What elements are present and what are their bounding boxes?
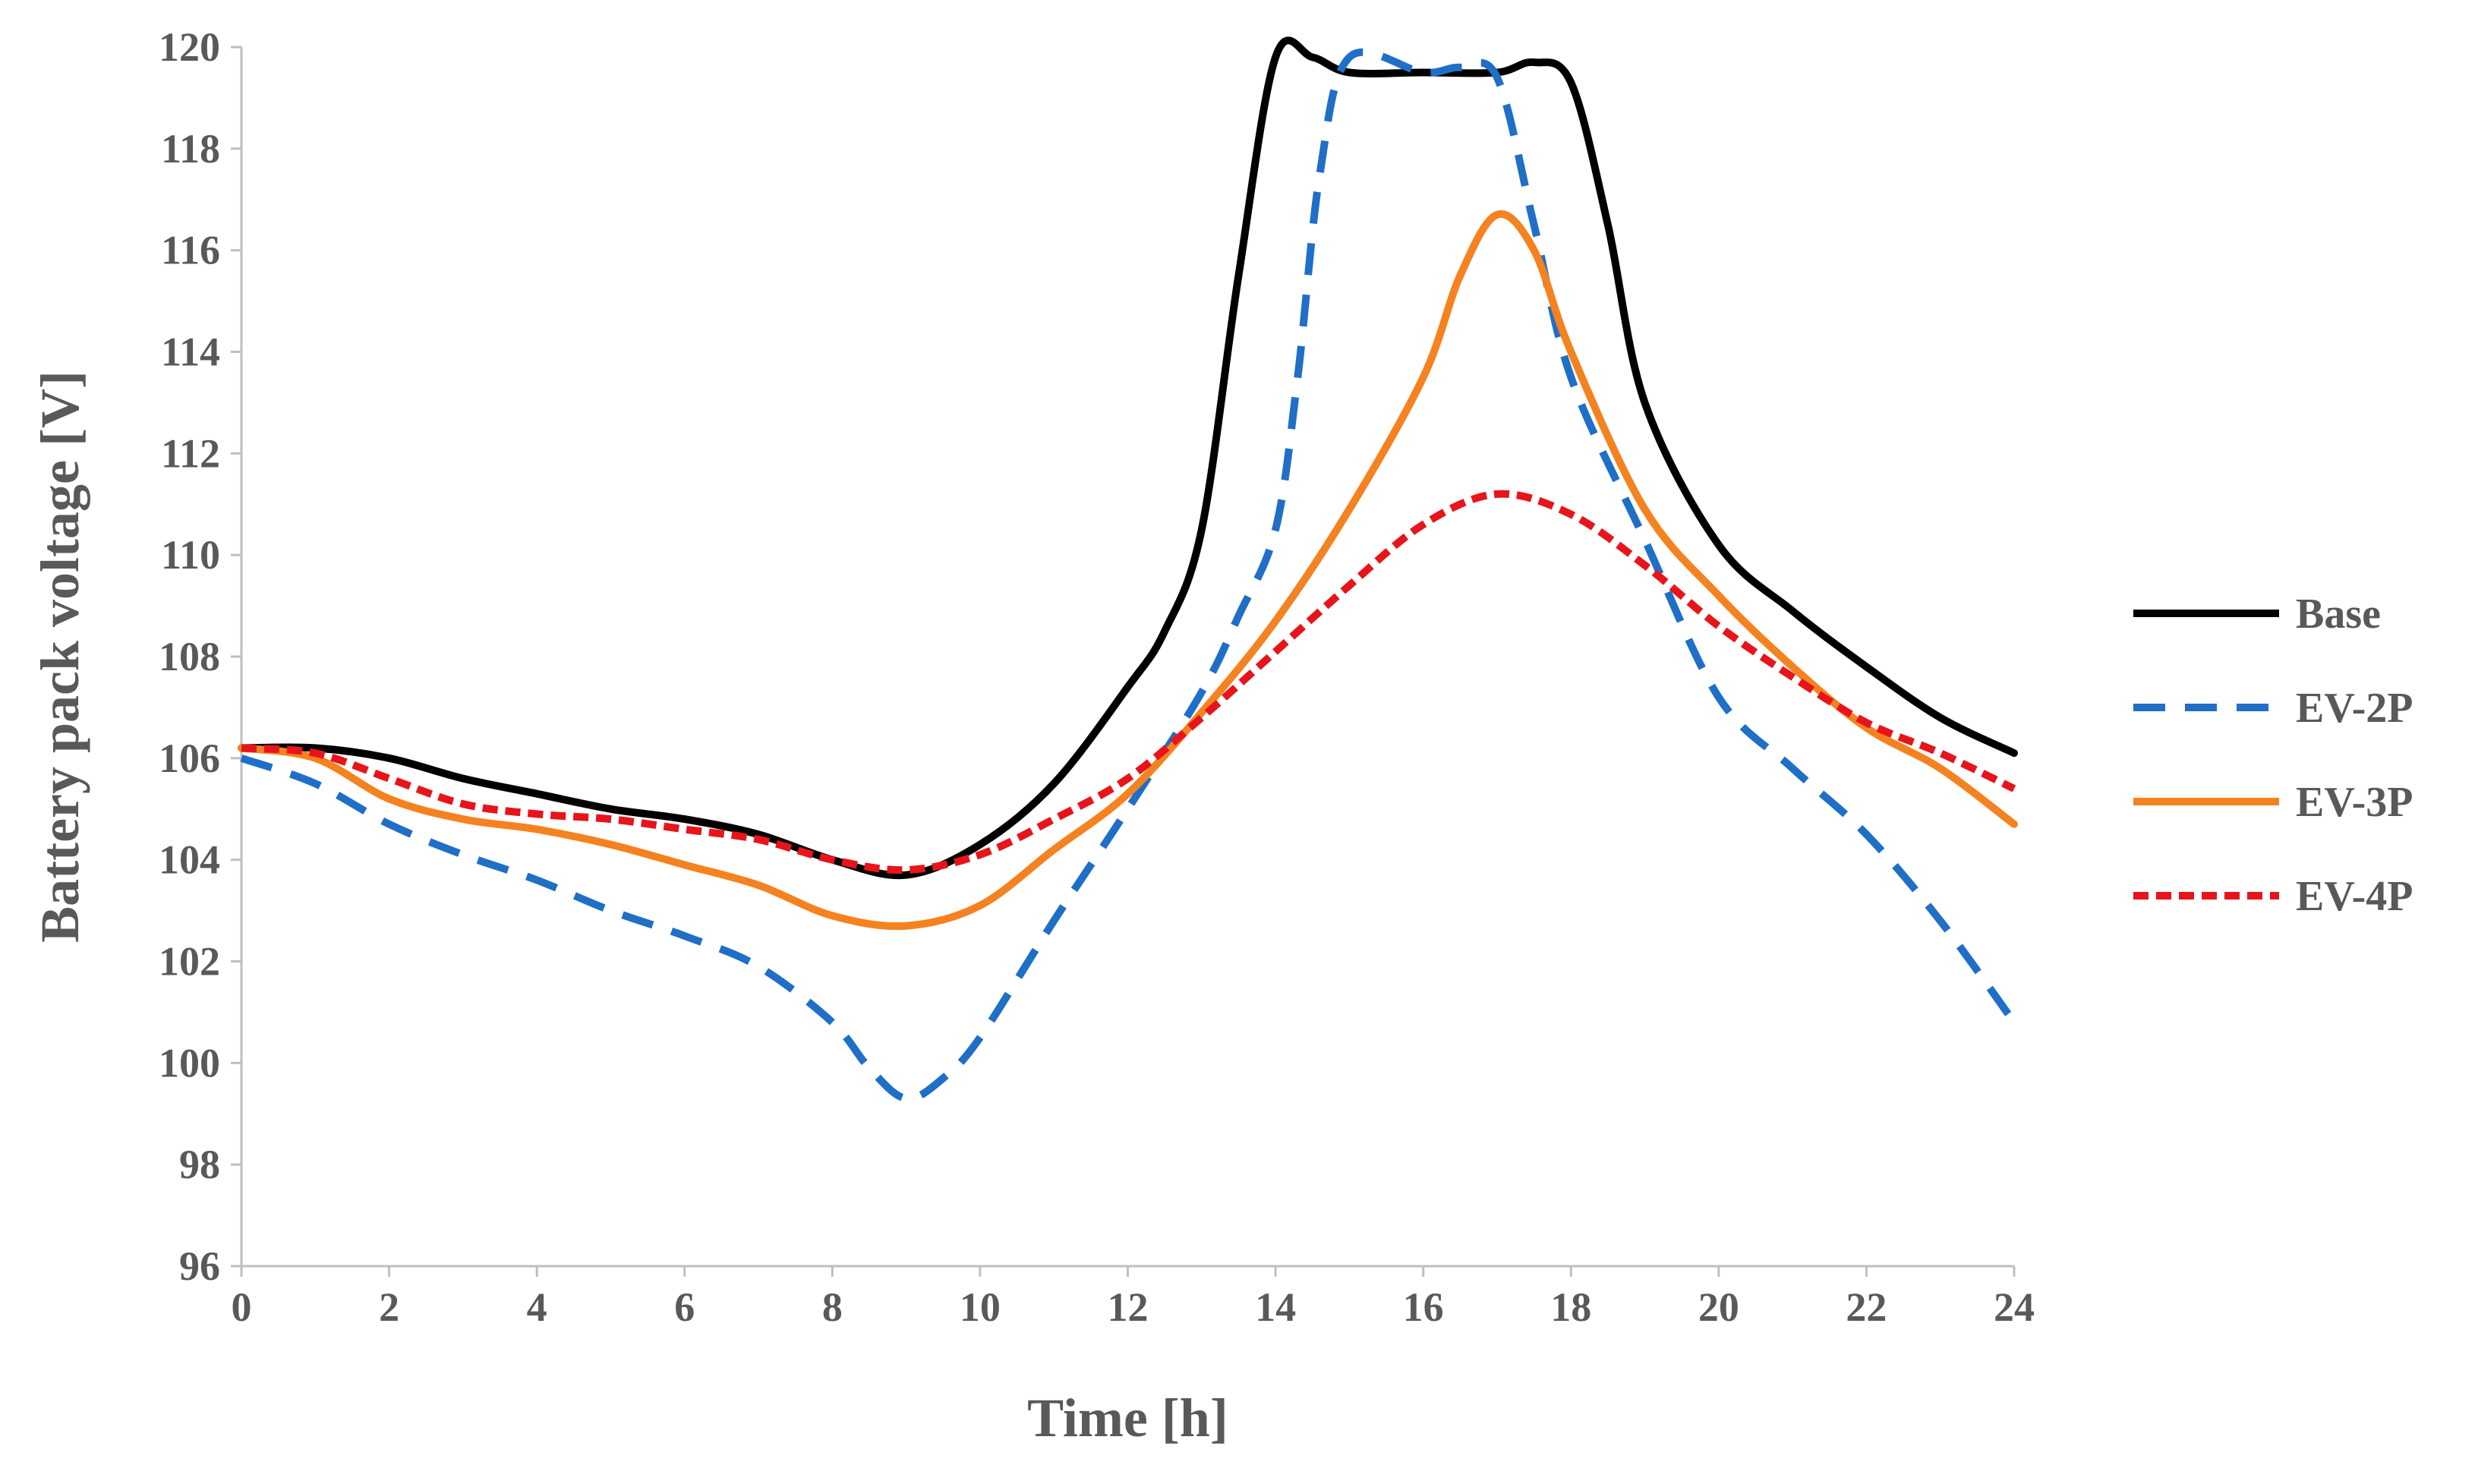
x-tick-label: 16 [1403,1284,1444,1330]
series-line-ev-3p [238,210,2018,931]
legend-label: EV-3P [2296,779,2413,826]
y-tick-label: 114 [161,329,220,375]
y-tick-label: 106 [159,736,220,781]
y-tick-label: 96 [179,1243,220,1289]
x-tick-label: 18 [1550,1284,1591,1330]
y-tick-label: 98 [179,1142,220,1187]
y-tick-label: 100 [159,1040,220,1085]
series-layer [238,36,2018,1103]
x-tick-label: 6 [674,1284,695,1330]
x-tick-label: 24 [1994,1284,2035,1330]
legend-label: EV-4P [2296,873,2413,920]
y-tick-label: 116 [161,228,220,273]
y-tick-label: 118 [161,126,220,172]
y-tick-label: 104 [159,837,220,883]
x-tick-label: 12 [1108,1284,1149,1330]
x-tick-label: 22 [1846,1284,1887,1330]
y-tick-label: 112 [161,430,220,476]
y-axis-title: Battery pack voltage [V] [30,370,90,943]
y-tick-label: 110 [161,532,220,578]
x-tick-label: 8 [822,1284,843,1330]
x-tick-label: 2 [379,1284,399,1330]
x-tick-label: 10 [960,1284,1001,1330]
series-line-ev-2p [240,48,2018,1103]
x-tick-label: 0 [232,1284,252,1330]
y-ticks: 96 98 100 102 104 106 108 110 112 114 116 118 120 [159,24,241,1289]
y-tick-label: 102 [159,939,220,985]
x-axis-title: Time [h] [1027,1388,1228,1448]
x-tick-label: 20 [1698,1284,1739,1330]
legend: Base EV-2P EV-3P EV-4P [2133,591,2413,920]
series-line-ev-4p [241,490,2016,874]
y-tick-label: 120 [159,24,220,70]
x-ticks: 0 2 4 6 8 10 12 14 16 18 20 22 24 [232,1266,2035,1330]
legend-label: EV-2P [2296,685,2413,732]
x-tick-label: 4 [527,1284,547,1330]
y-tick-label: 108 [159,634,220,679]
series-line-base [238,36,2018,880]
x-tick-label: 14 [1255,1284,1296,1330]
legend-label: Base [2296,591,2381,638]
